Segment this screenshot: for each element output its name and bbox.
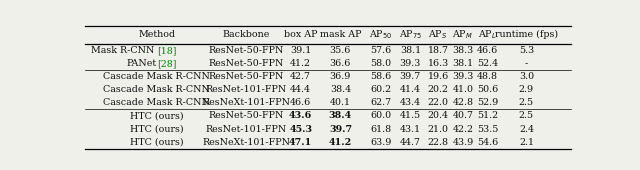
Text: 21.0: 21.0 [428, 125, 449, 134]
Text: 42.7: 42.7 [290, 72, 311, 81]
Text: 61.8: 61.8 [370, 125, 391, 134]
Text: 53.5: 53.5 [477, 125, 499, 134]
Text: 47.1: 47.1 [289, 138, 312, 147]
Text: runtime (fps): runtime (fps) [495, 30, 558, 39]
Text: 41.4: 41.4 [400, 85, 421, 94]
Text: 40.7: 40.7 [452, 112, 474, 121]
Text: AP$_{M}$: AP$_{M}$ [452, 29, 474, 41]
Text: ResNeXt-101-FPN: ResNeXt-101-FPN [202, 138, 290, 147]
Text: 58.6: 58.6 [370, 72, 391, 81]
Text: 43.1: 43.1 [400, 125, 421, 134]
Text: 39.3: 39.3 [399, 59, 421, 68]
Text: Mask R-CNN: Mask R-CNN [90, 46, 157, 55]
Text: -: - [525, 59, 528, 68]
Text: 52.9: 52.9 [477, 98, 499, 107]
Text: Backbone: Backbone [223, 30, 270, 39]
Text: 38.1: 38.1 [400, 46, 421, 55]
Text: 5.3: 5.3 [519, 46, 534, 55]
Text: 3.0: 3.0 [519, 72, 534, 81]
Text: HTC (ours): HTC (ours) [130, 125, 184, 134]
Text: 43.6: 43.6 [289, 112, 312, 121]
Text: ResNet-50-FPN: ResNet-50-FPN [209, 112, 284, 121]
Text: ResNet-50-FPN: ResNet-50-FPN [209, 72, 284, 81]
Text: 45.3: 45.3 [289, 125, 312, 134]
Text: mask AP: mask AP [319, 30, 361, 39]
Text: 52.4: 52.4 [477, 59, 499, 68]
Text: 46.6: 46.6 [290, 98, 311, 107]
Text: HTC (ours): HTC (ours) [130, 112, 184, 121]
Text: 44.4: 44.4 [290, 85, 311, 94]
Text: 18.7: 18.7 [428, 46, 449, 55]
Text: ResNet-50-FPN: ResNet-50-FPN [209, 59, 284, 68]
Text: ResNet-50-FPN: ResNet-50-FPN [209, 46, 284, 55]
Text: 57.6: 57.6 [370, 46, 391, 55]
Text: 63.9: 63.9 [370, 138, 391, 147]
Text: 2.9: 2.9 [519, 85, 534, 94]
Text: [18]: [18] [157, 46, 177, 55]
Text: 62.7: 62.7 [370, 98, 391, 107]
Text: 38.4: 38.4 [330, 85, 351, 94]
Text: 2.1: 2.1 [519, 138, 534, 147]
Text: 35.6: 35.6 [330, 46, 351, 55]
Text: 39.3: 39.3 [452, 72, 474, 81]
Text: box AP: box AP [284, 30, 317, 39]
Text: 36.6: 36.6 [330, 59, 351, 68]
Text: 38.3: 38.3 [452, 46, 474, 55]
Text: 51.2: 51.2 [477, 112, 499, 121]
Text: 46.6: 46.6 [477, 46, 499, 55]
Text: AP$_{50}$: AP$_{50}$ [369, 29, 392, 41]
Text: 50.6: 50.6 [477, 85, 499, 94]
Text: 41.2: 41.2 [290, 59, 311, 68]
Text: 38.1: 38.1 [452, 59, 474, 68]
Text: HTC (ours): HTC (ours) [130, 138, 184, 147]
Text: ResNet-101-FPN: ResNet-101-FPN [205, 85, 287, 94]
Text: 22.0: 22.0 [428, 98, 449, 107]
Text: 41.0: 41.0 [452, 85, 474, 94]
Text: 16.3: 16.3 [428, 59, 449, 68]
Text: 58.0: 58.0 [370, 59, 391, 68]
Text: Method: Method [138, 30, 175, 39]
Text: 39.7: 39.7 [400, 72, 421, 81]
Text: 39.7: 39.7 [329, 125, 352, 134]
Text: ResNeXt-101-FPN: ResNeXt-101-FPN [202, 98, 290, 107]
Text: 60.0: 60.0 [370, 112, 391, 121]
Text: 43.4: 43.4 [400, 98, 421, 107]
Text: 54.6: 54.6 [477, 138, 499, 147]
Text: 44.7: 44.7 [400, 138, 421, 147]
Text: AP$_{S}$: AP$_{S}$ [428, 29, 448, 41]
Text: 60.2: 60.2 [370, 85, 391, 94]
Text: 22.8: 22.8 [428, 138, 449, 147]
Text: Cascade Mask R-CNN: Cascade Mask R-CNN [104, 98, 211, 107]
Text: 38.4: 38.4 [329, 112, 352, 121]
Text: PANet: PANet [127, 59, 157, 68]
Text: 40.1: 40.1 [330, 98, 351, 107]
Text: 19.6: 19.6 [428, 72, 449, 81]
Text: AP$_{L}$: AP$_{L}$ [478, 29, 497, 41]
Text: 43.9: 43.9 [452, 138, 474, 147]
Text: 42.2: 42.2 [452, 125, 474, 134]
Text: 41.2: 41.2 [329, 138, 352, 147]
Text: 39.1: 39.1 [290, 46, 311, 55]
Text: 2.4: 2.4 [519, 125, 534, 134]
Text: 36.9: 36.9 [330, 72, 351, 81]
Text: 2.5: 2.5 [519, 98, 534, 107]
Text: 2.5: 2.5 [519, 112, 534, 121]
Text: ResNet-101-FPN: ResNet-101-FPN [205, 125, 287, 134]
Text: [28]: [28] [157, 59, 177, 68]
Text: Cascade Mask R-CNN: Cascade Mask R-CNN [104, 72, 211, 81]
Text: AP$_{75}$: AP$_{75}$ [399, 29, 422, 41]
Text: 42.8: 42.8 [452, 98, 474, 107]
Text: 41.5: 41.5 [400, 112, 421, 121]
Text: 20.2: 20.2 [428, 85, 449, 94]
Text: Cascade Mask R-CNN: Cascade Mask R-CNN [104, 85, 211, 94]
Text: 20.4: 20.4 [428, 112, 449, 121]
Text: 48.8: 48.8 [477, 72, 498, 81]
